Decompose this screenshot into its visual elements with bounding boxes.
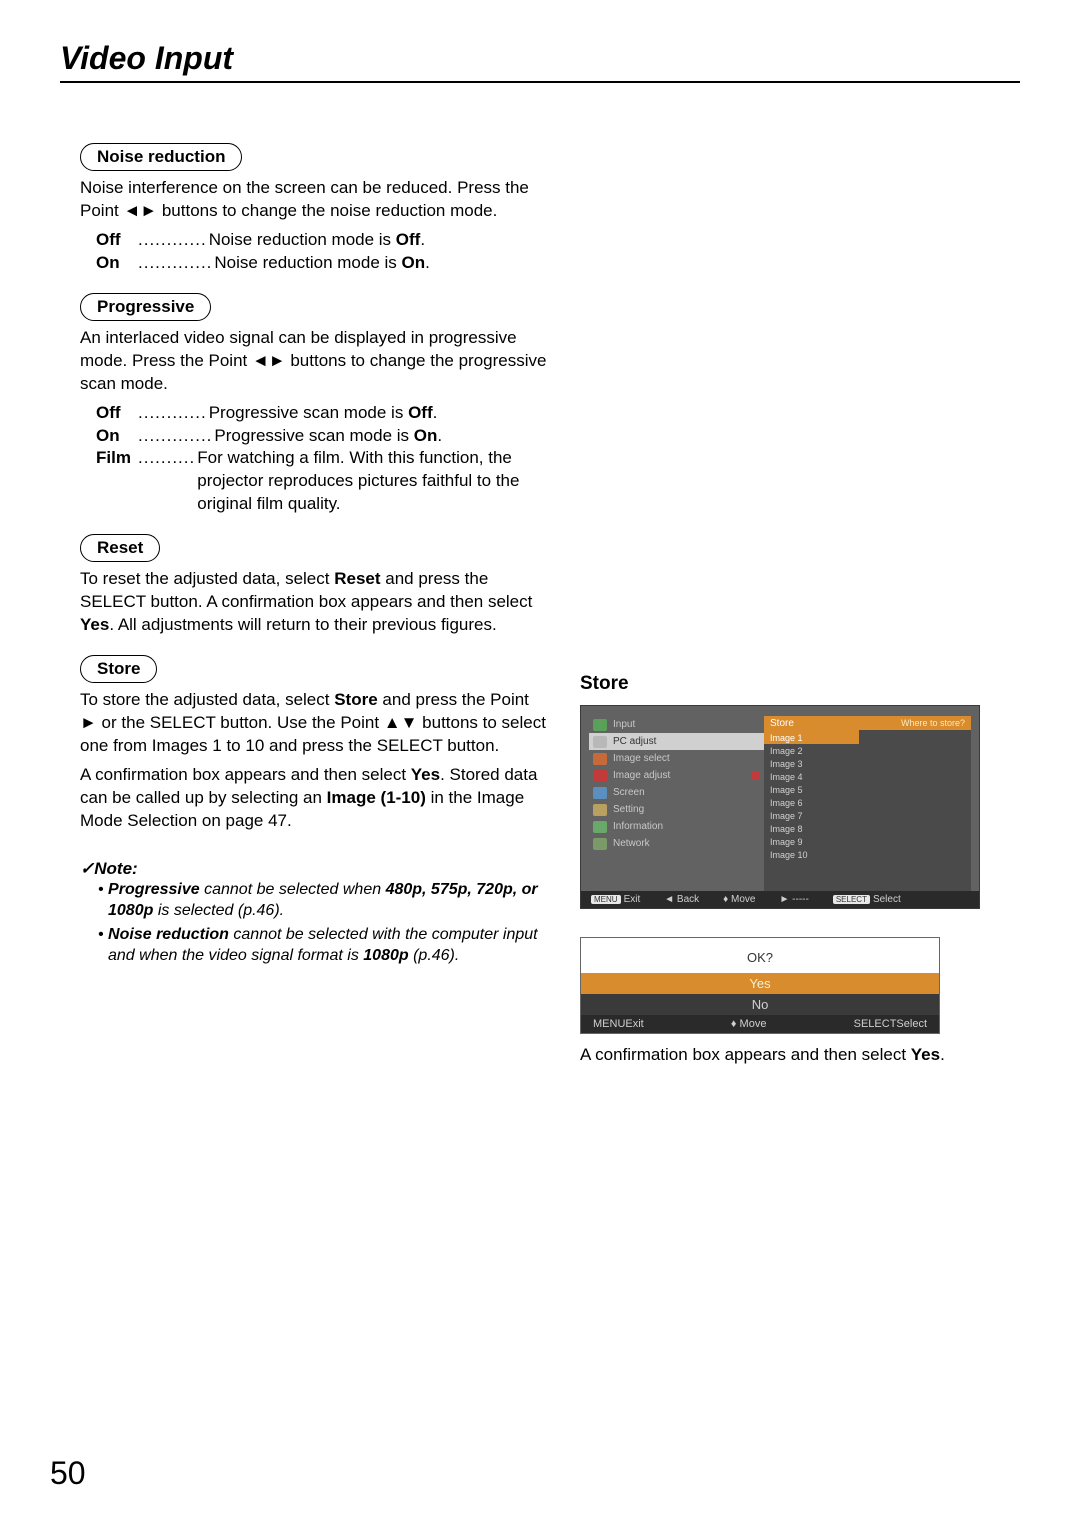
menu-left-label: Screen: [613, 787, 645, 798]
footer-back: ◄ Back: [664, 894, 699, 905]
def-desc: Progressive scan mode is Off.: [209, 402, 550, 425]
store-screenshot-heading: Store: [580, 673, 1020, 695]
progressive-on-row: On ............. Progressive scan mode i…: [96, 425, 550, 448]
def-term: Off: [96, 402, 138, 425]
store-label: Store: [80, 655, 157, 683]
image-slot-item: Image 5: [764, 783, 859, 796]
menu-left-label: Information: [613, 821, 663, 832]
noise-off-row: Off ............ Noise reduction mode is…: [96, 229, 550, 252]
menu-left-label: Network: [613, 838, 650, 849]
page-title: Video Input: [60, 40, 1020, 77]
def-dots: .............: [138, 252, 214, 275]
imgsel-icon: [593, 753, 607, 765]
image-slot-item: Image 4: [764, 770, 859, 783]
image-slot-item: Image 1: [764, 731, 859, 744]
setting-icon: [593, 804, 607, 816]
imgadj-icon: [593, 770, 607, 782]
confirm-question: OK?: [581, 938, 939, 973]
menu-left-item: Input: [589, 716, 764, 733]
confirm-no: No: [581, 994, 939, 1015]
menu-left-label: Input: [613, 719, 635, 730]
reset-label: Reset: [80, 534, 160, 562]
menu-footer: MENUExit ◄ Back ♦ Move ► ----- SELECTSel…: [581, 891, 979, 908]
def-term: Film: [96, 447, 138, 516]
footer-move: ♦ Move: [723, 894, 755, 905]
note-heading: ✓Note:: [80, 859, 550, 879]
menu-left-item: PC adjust: [589, 733, 764, 750]
def-dots: ............: [138, 229, 209, 252]
menu-left-item: Setting: [589, 801, 764, 818]
menu-left-panel: Input PC adjust Image select Image adjust Sc…: [589, 716, 764, 891]
def-dots: ..........: [138, 447, 197, 516]
red-arrow-icon: [752, 772, 760, 780]
image-slot-item: Image 6: [764, 796, 859, 809]
confirm-footer: MENUExit ♦ Move SELECTSelect: [581, 1015, 939, 1033]
menu-left-label: Image select: [613, 753, 670, 764]
store-column-head: Store: [764, 716, 859, 731]
where-to-store-head: Where to store?: [859, 716, 971, 730]
confirm-yes: Yes: [581, 973, 939, 994]
progressive-film-row: Film .......... For watching a film. Wit…: [96, 447, 550, 516]
store-p1: To store the adjusted data, select Store…: [80, 689, 550, 758]
def-desc: Progressive scan mode is On.: [214, 425, 550, 448]
noise-reduction-desc: Noise interference on the screen can be …: [80, 177, 550, 223]
def-term: On: [96, 252, 138, 275]
def-dots: .............: [138, 425, 214, 448]
menu-left-item: Information: [589, 818, 764, 835]
confirm-caption: A confirmation box appears and then sele…: [580, 1044, 1020, 1067]
menu-right-panel: Where to store?: [859, 716, 971, 891]
image-slot-item: Image 9: [764, 835, 859, 848]
def-desc: Noise reduction mode is Off.: [209, 229, 550, 252]
menu-left-label: Image adjust: [613, 770, 670, 781]
note-item: • Noise reduction cannot be selected wit…: [98, 924, 550, 967]
info-icon: [593, 821, 607, 833]
footer-exit: MENUExit: [593, 1018, 644, 1030]
footer-move: ♦ Move: [731, 1018, 767, 1030]
store-menu-screenshot: Input PC adjust Image select Image adjust Sc…: [580, 705, 980, 909]
footer-exit: MENUExit: [591, 894, 640, 905]
note-list: • Progressive cannot be selected when 48…: [98, 879, 550, 967]
network-icon: [593, 838, 607, 850]
menu-left-item: Screen: [589, 784, 764, 801]
image-slot-item: Image 7: [764, 809, 859, 822]
image-slot-item: Image 2: [764, 744, 859, 757]
menu-left-label: Setting: [613, 804, 644, 815]
def-desc: Noise reduction mode is On.: [214, 252, 550, 275]
input-icon: [593, 719, 607, 731]
noise-reduction-label: Noise reduction: [80, 143, 242, 171]
reset-desc: To reset the adjusted data, select Reset…: [80, 568, 550, 637]
image-slot-item: Image 10: [764, 848, 859, 861]
menu-left-item: Image select: [589, 750, 764, 767]
pc-icon: [593, 736, 607, 748]
screen-icon: [593, 787, 607, 799]
progressive-off-row: Off ............ Progressive scan mode i…: [96, 402, 550, 425]
footer-select: SELECTSelect: [833, 894, 901, 905]
noise-on-row: On ............. Noise reduction mode is…: [96, 252, 550, 275]
progressive-desc: An interlaced video signal can be displa…: [80, 327, 550, 396]
note-item: • Progressive cannot be selected when 48…: [98, 879, 550, 922]
menu-left-label: PC adjust: [613, 736, 656, 747]
def-dots: ............: [138, 402, 209, 425]
page-number: 50: [50, 1455, 86, 1492]
footer-dash: ► -----: [780, 894, 809, 905]
def-desc: For watching a film. With this function,…: [197, 447, 550, 516]
image-slot-item: Image 8: [764, 822, 859, 835]
store-p2: A confirmation box appears and then sele…: [80, 764, 550, 833]
def-term: Off: [96, 229, 138, 252]
menu-middle-panel: Store Image 1Image 2Image 3Image 4Image …: [764, 716, 859, 891]
title-rule: [60, 81, 1020, 83]
image-slot-item: Image 3: [764, 757, 859, 770]
def-term: On: [96, 425, 138, 448]
progressive-label: Progressive: [80, 293, 211, 321]
confirm-dialog-screenshot: OK? Yes No MENUExit ♦ Move SELECTSelect: [580, 937, 940, 1034]
footer-select: SELECTSelect: [854, 1018, 927, 1030]
menu-left-item: Image adjust: [589, 767, 764, 784]
menu-left-item: Network: [589, 835, 764, 852]
